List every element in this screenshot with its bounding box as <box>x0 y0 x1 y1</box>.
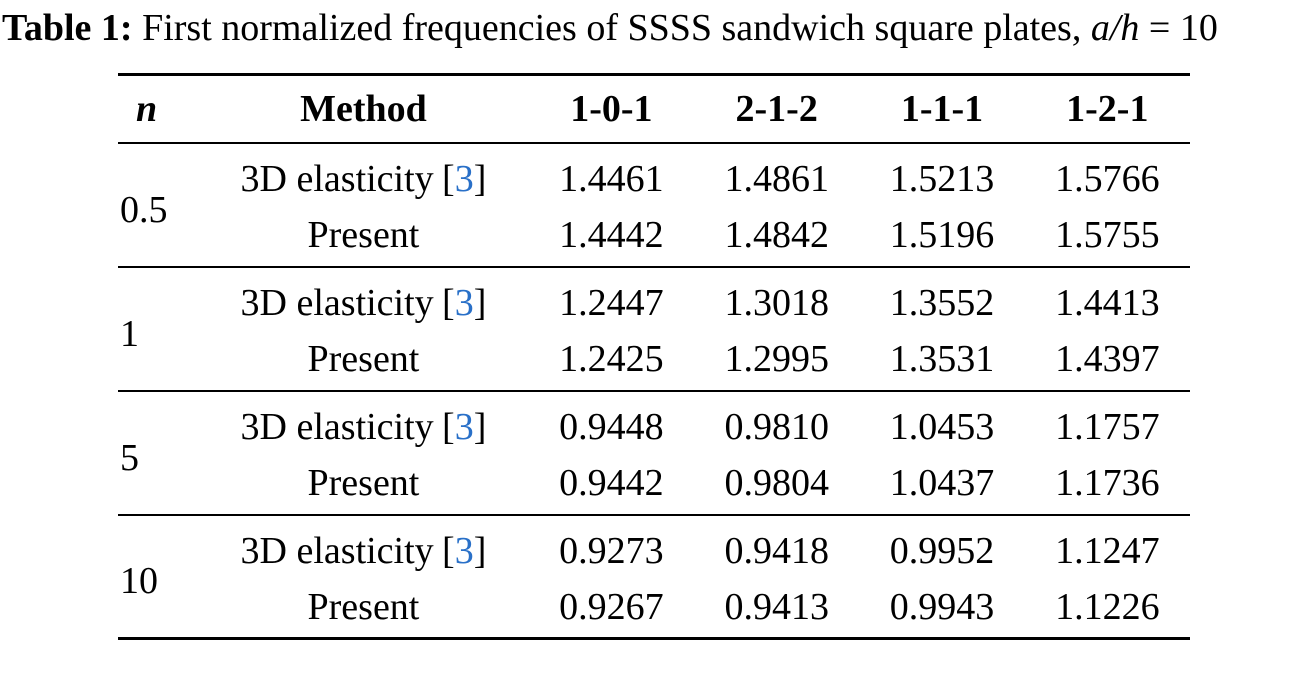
value-cell: 1.5213 <box>889 158 995 200</box>
value-cell: 1.5766 <box>1055 158 1160 200</box>
table-row: 10 3D elasticity [3] 0.9273 0.9418 0.9952… <box>118 515 1190 602</box>
value-cell: 1.3018 <box>724 282 829 324</box>
caption-text: First normalized frequencies of SSSS san… <box>132 7 1091 49</box>
table-header: n Method 1-0-1 2-1-2 1-1-1 1-2-1 <box>118 75 1190 143</box>
method-cell: 3D elasticity [3] <box>198 143 529 205</box>
value-cell: 1.3552 <box>889 282 995 324</box>
value-cell: 1.4413 <box>1055 282 1160 324</box>
citation-bracket-close: ] <box>473 282 487 324</box>
value-cell: 0.9418 <box>724 530 829 572</box>
column-header-2-1-2: 2-1-2 <box>735 87 818 130</box>
table-row: Present 1.2425 1.2995 1.3531 1.4397 <box>118 329 1190 391</box>
citation-bracket-close: ] <box>473 530 487 572</box>
column-header-1-0-1: 1-0-1 <box>570 87 653 130</box>
header-row: n Method 1-0-1 2-1-2 1-1-1 1-2-1 <box>118 75 1190 143</box>
column-header-1-2-1: 1-2-1 <box>1066 87 1149 130</box>
frequencies-table: n Method 1-0-1 2-1-2 1-1-1 1-2-1 0.5 3D … <box>118 73 1190 640</box>
value-cell: 1.1736 <box>1055 462 1160 504</box>
method-cell: 3D elasticity [3] <box>198 515 529 577</box>
citation-bracket-close: ] <box>473 406 487 448</box>
citation-bracket-close: ] <box>473 158 487 200</box>
citation: [3] <box>442 406 486 448</box>
value-cell: 1.4442 <box>559 214 664 256</box>
value-cell: 0.9804 <box>724 462 829 504</box>
citation-number[interactable]: 3 <box>454 530 474 572</box>
citation: [3] <box>442 282 486 324</box>
n-value: 1 <box>120 312 139 355</box>
n-value: 10 <box>120 560 158 603</box>
table-row: 5 3D elasticity [3] 0.9448 0.9810 1.0453 … <box>118 391 1190 479</box>
table-caption: Table 1: First normalized frequencies of… <box>2 6 1307 50</box>
value-cell: 1.3531 <box>889 338 995 380</box>
value-cell: 1.1226 <box>1055 585 1160 628</box>
value-cell: 1.1757 <box>1055 406 1160 448</box>
value-cell: 1.4861 <box>724 158 829 200</box>
n-value: 0.5 <box>120 188 168 231</box>
group-n-1: 1 3D elasticity [3] 1.2447 1.3018 1.3552 … <box>118 267 1190 391</box>
value-cell: 1.5755 <box>1055 214 1160 256</box>
method-label: 3D elasticity <box>240 406 434 448</box>
value-cell: 1.4842 <box>724 214 829 256</box>
value-cell: 1.0437 <box>889 462 995 504</box>
citation-bracket-open: [ <box>442 406 455 448</box>
value-cell: 1.1247 <box>1055 530 1160 572</box>
value-cell: 1.2995 <box>724 338 829 380</box>
method-cell: 3D elasticity [3] <box>198 391 529 453</box>
value-cell: 0.9273 <box>559 530 664 572</box>
method-label: 3D elasticity <box>240 530 434 572</box>
n-value: 5 <box>120 436 139 479</box>
group-n-0.5: 0.5 3D elasticity [3] 1.4461 1.4861 1.521… <box>118 143 1190 267</box>
value-cell: 0.9952 <box>889 530 995 572</box>
group-n-5: 5 3D elasticity [3] 0.9448 0.9810 1.0453 … <box>118 391 1190 515</box>
citation-number[interactable]: 3 <box>454 406 474 448</box>
citation-bracket-open: [ <box>442 158 455 200</box>
method-label: Present <box>307 338 420 380</box>
method-label: Present <box>307 214 420 256</box>
column-header-1-1-1: 1-1-1 <box>900 87 984 130</box>
method-cell: Present <box>198 453 529 515</box>
value-cell: 0.9442 <box>559 462 664 504</box>
table-row: 1 3D elasticity [3] 1.2447 1.3018 1.3552 … <box>118 267 1190 355</box>
value-cell: 1.2425 <box>559 338 664 380</box>
caption-label: Table 1: <box>2 7 133 49</box>
method-label: Present <box>307 585 420 628</box>
value-cell: 1.0453 <box>889 406 995 448</box>
citation: [3] <box>442 158 486 200</box>
method-label: Present <box>307 462 420 504</box>
value-cell: 1.2447 <box>559 282 664 324</box>
method-cell: Present <box>198 329 529 391</box>
caption-suffix: = 10 <box>1139 7 1218 49</box>
value-cell: 0.9810 <box>724 406 829 448</box>
table-row: 0.5 3D elasticity [3] 1.4461 1.4861 1.521… <box>118 143 1190 231</box>
column-header-method: Method <box>300 87 427 130</box>
value-cell: 1.4461 <box>559 158 664 200</box>
value-cell: 0.9267 <box>559 585 664 628</box>
caption-math-ah: a/h <box>1090 7 1140 49</box>
method-cell: Present <box>198 577 529 639</box>
citation-bracket-open: [ <box>442 530 455 572</box>
value-cell: 0.9413 <box>724 585 829 628</box>
citation-number[interactable]: 3 <box>454 282 474 324</box>
method-cell: Present <box>198 205 529 267</box>
group-n-10: 10 3D elasticity [3] 0.9273 0.9418 0.9952… <box>118 515 1190 639</box>
method-label: 3D elasticity <box>240 158 434 200</box>
citation-bracket-open: [ <box>442 282 455 324</box>
method-label: 3D elasticity <box>240 282 434 324</box>
citation: [3] <box>442 530 486 572</box>
value-cell: 1.5196 <box>889 214 995 256</box>
value-cell: 1.4397 <box>1055 338 1160 380</box>
value-cell: 0.9943 <box>889 585 995 628</box>
column-header-n: n <box>136 87 158 130</box>
method-cell: 3D elasticity [3] <box>198 267 529 329</box>
table-row: Present 0.9442 0.9804 1.0437 1.1736 <box>118 453 1190 515</box>
value-cell: 0.9448 <box>559 406 664 448</box>
table-row: Present 1.4442 1.4842 1.5196 1.5755 <box>118 205 1190 267</box>
citation-number[interactable]: 3 <box>454 158 474 200</box>
table-row: Present 0.9267 0.9413 0.9943 1.1226 <box>118 577 1190 639</box>
